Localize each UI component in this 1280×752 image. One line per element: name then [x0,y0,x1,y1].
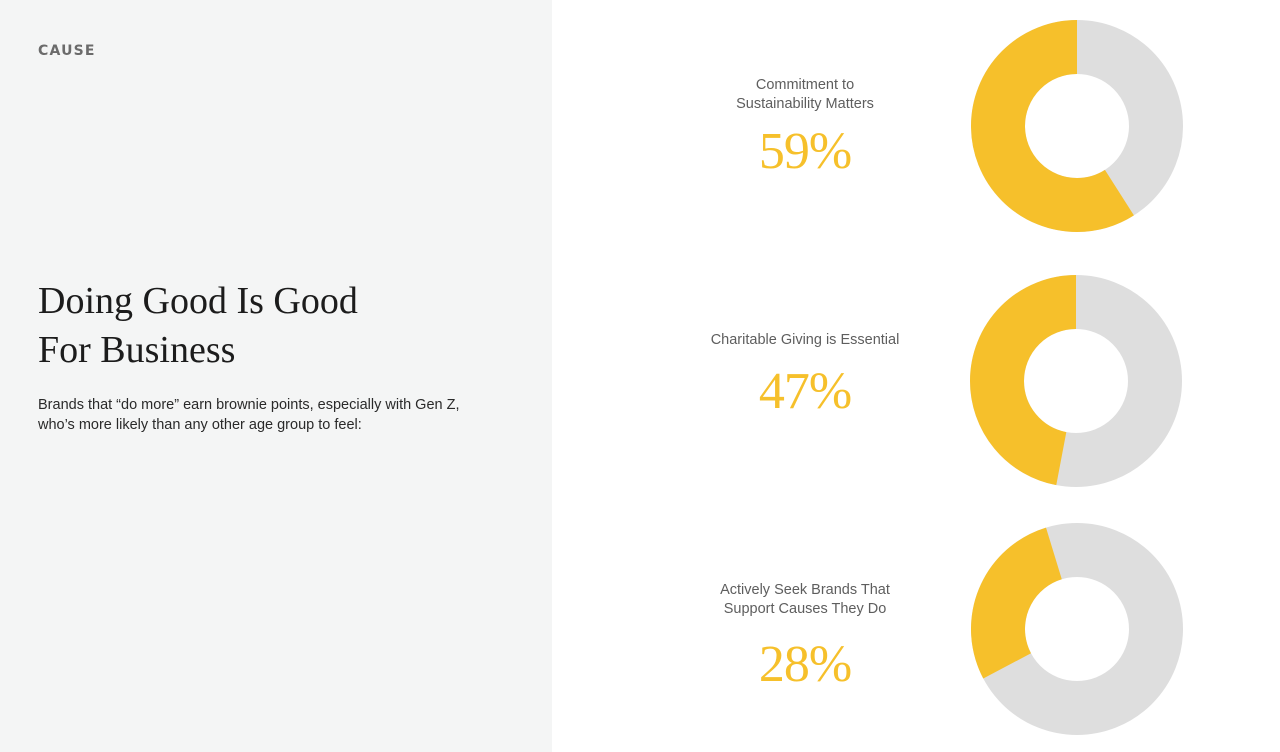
donut-svg [971,20,1183,232]
stat-label-line-2: Sustainability Matters [736,96,874,112]
section-label: CAUSE [38,43,96,59]
stat-value: 59% [758,123,852,180]
stat-value: 28% [758,636,852,693]
donut-svg [971,523,1183,735]
donut-svg [970,275,1182,487]
donut-chart-charitable-giving [970,275,1182,487]
stat-label-line-1: Charitable Giving is Essential [710,332,900,348]
stat-label-line-1: Actively Seek Brands That [720,582,890,598]
headline-line-2: For Business [38,329,236,371]
stat-sustainability: Commitment to Sustainability Matters 59% [690,76,920,180]
donut-segment-value [971,20,1183,232]
donut-chart-seek-brands [971,523,1183,735]
left-panel: CAUSE Doing Good Is Good For Business Br… [0,0,552,752]
donut-segment-value [971,523,1183,735]
stat-label: Charitable Giving is Essential [690,331,920,350]
stat-label: Actively Seek Brands That Support Causes… [690,581,920,619]
donut-segment-value [970,275,1182,487]
headline-line-1: Doing Good Is Good [38,280,358,322]
stat-seek-brands: Actively Seek Brands That Support Causes… [690,581,920,693]
intro-text: Brands that “do more” earn brownie point… [38,397,460,433]
stat-label-line-1: Commitment to [755,77,855,93]
stat-label: Commitment to Sustainability Matters [690,76,920,114]
stat-label-line-2: Support Causes They Do [723,601,887,617]
stat-value: 47% [758,363,852,420]
page-title: Doing Good Is Good For Business [38,277,508,375]
stat-charitable-giving: Charitable Giving is Essential 47% [690,331,920,420]
donut-chart-sustainability [971,20,1183,232]
